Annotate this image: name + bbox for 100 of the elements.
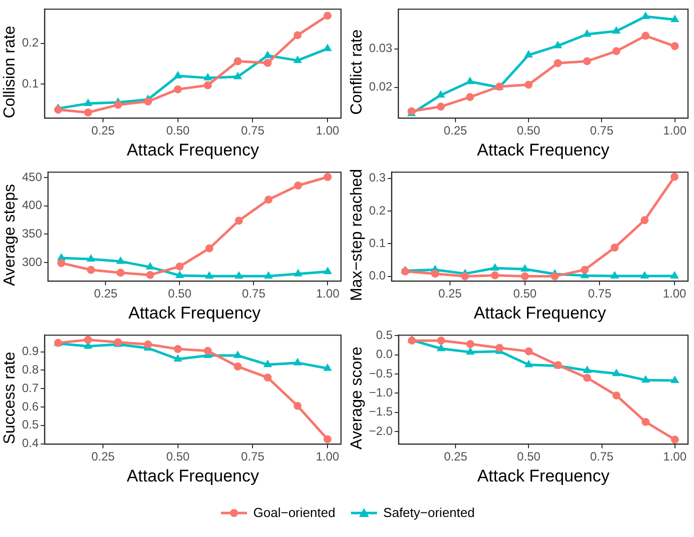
point (490, 271, 499, 280)
point (524, 50, 533, 58)
point (264, 58, 272, 67)
point (520, 264, 530, 272)
point (553, 40, 562, 48)
point (612, 368, 621, 376)
y-tick-label: −1.0 (368, 385, 393, 400)
y-axis-title: Average score (348, 346, 366, 450)
x-tick-label: 0.75 (588, 286, 612, 301)
x-axis-title: Attack Frequency (477, 466, 610, 486)
x-tick-label: 0.50 (516, 124, 541, 138)
point (323, 266, 332, 274)
point (670, 42, 679, 50)
point (612, 391, 620, 400)
point (612, 26, 621, 34)
point (293, 55, 302, 63)
point (670, 436, 679, 444)
x-tick-label: 1.00 (316, 450, 340, 464)
point (204, 346, 212, 355)
point (233, 350, 242, 358)
point (114, 100, 122, 109)
point (436, 90, 446, 98)
y-tick-label: 0.1 (368, 236, 386, 250)
point (57, 259, 66, 268)
x-tick-label: 1.00 (316, 124, 340, 138)
point (263, 360, 272, 368)
y-tick-label: 0.0 (368, 268, 386, 283)
point (670, 270, 679, 278)
y-axis-title: Max−step reached (348, 168, 366, 302)
point (263, 50, 272, 58)
y-tick-label: −2.0 (368, 424, 393, 438)
x-tick-label: 0.75 (241, 450, 265, 464)
x-tick-label: 0.75 (242, 286, 266, 301)
x-tick-label: 0.50 (513, 286, 537, 301)
point (324, 435, 332, 444)
x-axis-title: Attack Frequency (128, 303, 262, 322)
point (324, 12, 332, 20)
point (582, 29, 592, 37)
y-axis-title: Success rate (1, 352, 18, 444)
y-tick-label: 350 (22, 226, 42, 241)
point (264, 374, 272, 382)
point (670, 172, 679, 181)
point (582, 366, 592, 374)
y-tick-label: 0.02 (368, 80, 393, 94)
point (174, 345, 182, 354)
point (264, 196, 272, 204)
point (54, 106, 62, 114)
point (554, 59, 562, 68)
x-tick-label: 0.50 (166, 124, 190, 138)
point (234, 362, 242, 370)
y-tick-label: 0.4 (22, 436, 39, 450)
y-tick-label: 300 (22, 254, 42, 269)
point (234, 216, 243, 225)
x-axis-title: Attack Frequency (126, 140, 260, 160)
point (146, 270, 154, 279)
point (234, 271, 244, 279)
point (86, 266, 95, 274)
x-tick-label: 0.25 (91, 450, 116, 464)
point (294, 182, 302, 190)
point (144, 98, 152, 106)
point (524, 80, 533, 89)
point (642, 418, 650, 426)
point (293, 358, 302, 366)
point (466, 340, 474, 348)
point (203, 72, 212, 80)
point (583, 374, 592, 382)
point (437, 336, 446, 345)
x-tick-label: 0.75 (241, 124, 265, 138)
x-tick-label: 1.00 (663, 124, 687, 138)
point (294, 268, 302, 276)
x-tick-label: 0.50 (168, 286, 192, 301)
point (640, 270, 649, 278)
x-axis-title: Attack Frequency (477, 140, 610, 160)
point (670, 375, 680, 383)
y-tick-label: 0.6 (22, 399, 39, 414)
x-tick-label: 0.25 (91, 124, 116, 138)
x-axis-title: Attack Frequency (474, 303, 606, 322)
x-tick-label: 0.25 (94, 286, 118, 301)
x-tick-label: 0.50 (166, 450, 190, 464)
point (116, 256, 125, 264)
point (146, 262, 154, 270)
point (294, 402, 302, 410)
point (490, 263, 500, 271)
point (174, 354, 182, 362)
y-tick-label: 0.3 (368, 170, 386, 185)
point (466, 347, 475, 355)
y-tick-label: 0.8 (22, 362, 39, 376)
point (116, 268, 125, 277)
y-tick-label: 0.9 (22, 344, 39, 358)
point (234, 57, 242, 66)
y-tick-label: 0.0 (376, 347, 394, 362)
point (233, 72, 242, 80)
point (84, 336, 92, 344)
point (612, 47, 620, 56)
legend-label: Goal−oriented (253, 505, 336, 520)
point (323, 44, 332, 52)
y-axis-title: Conflict rate (348, 29, 366, 115)
point (294, 31, 302, 40)
point (84, 98, 92, 106)
point (642, 32, 650, 40)
